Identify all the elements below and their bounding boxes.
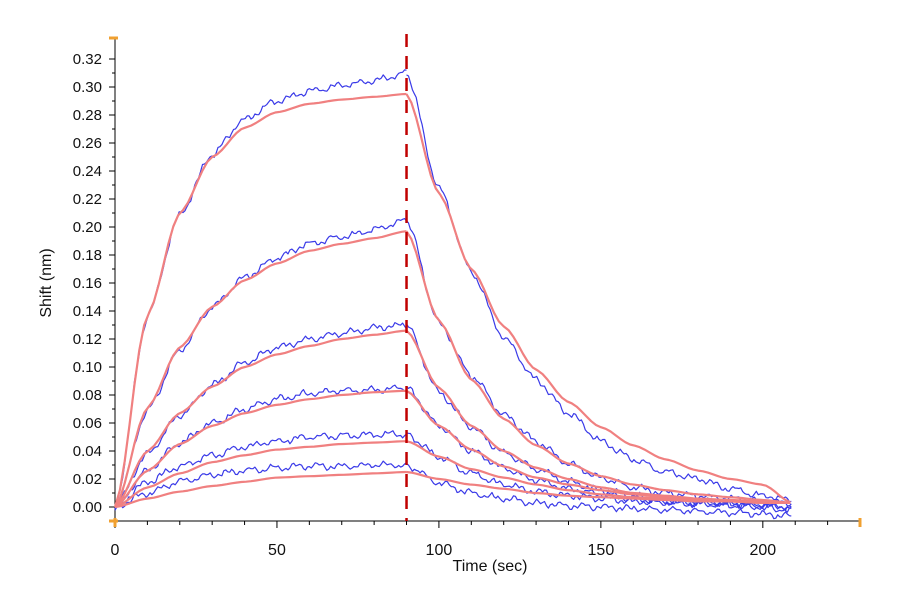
fit-curve	[113, 92, 791, 508]
x-tick-label: 0	[111, 542, 120, 559]
fit-curve	[114, 329, 791, 508]
y-tick-label: 0.20	[73, 219, 102, 236]
measured-dissociation-line	[406, 220, 792, 507]
fit-dissociation-line	[406, 470, 791, 504]
x-tick-label: 200	[749, 542, 776, 559]
x-axis-title: Time (sec)	[453, 558, 528, 575]
y-tick-label: 0.14	[73, 303, 102, 320]
fit-association-line	[114, 440, 407, 509]
fit-association-line	[114, 329, 407, 508]
y-tick-label: 0.16	[73, 275, 102, 292]
fit-association-line	[113, 92, 407, 508]
x-ticks: 0 50 100 150 200	[111, 521, 861, 559]
y-tick-label: 0.04	[73, 443, 102, 460]
fit-association-line	[114, 230, 407, 508]
y-tick-label: 0.26	[73, 135, 102, 152]
measured-curve	[114, 322, 792, 513]
measured-dissociation-line	[406, 386, 792, 511]
y-axis-title: Shift (nm)	[38, 248, 55, 317]
y-tick-label: 0.08	[73, 387, 102, 404]
x-tick-label: 50	[268, 542, 286, 559]
x-tick-label: 150	[588, 542, 615, 559]
fit-curve	[114, 470, 791, 509]
y-tick-label: 0.00	[73, 499, 102, 516]
y-tick-label: 0.24	[73, 163, 102, 180]
y-tick-label: 0.18	[73, 247, 102, 264]
fit-dissociation-line	[405, 230, 791, 504]
y-tick-label: 0.28	[73, 107, 102, 124]
y-tick-label: 0.22	[73, 191, 102, 208]
measured-association-line	[114, 322, 408, 510]
measured-association-line	[114, 460, 407, 509]
x-tick-label: 100	[426, 542, 453, 559]
y-ticks: 0.00 0.02 0.04 0.06 0.08 0.10 0.12 0.14 0.16 0.18…	[73, 51, 115, 516]
y-tick-label: 0.30	[73, 79, 102, 96]
fit-curve	[114, 230, 791, 508]
fit-dissociation-line	[405, 329, 791, 504]
fit-association-line	[114, 389, 407, 508]
measured-association-line	[114, 430, 407, 507]
measured-curve	[114, 460, 792, 520]
y-tick-label: 0.06	[73, 415, 102, 432]
fit-dissociation-line	[405, 93, 791, 504]
measured-curve	[114, 218, 792, 511]
y-tick-label: 0.32	[73, 51, 102, 68]
y-tick-label: 0.10	[73, 359, 102, 376]
measured-dissociation-line	[406, 463, 792, 520]
measured-dissociation-line	[406, 74, 792, 503]
axes	[114, 38, 860, 522]
measured-curve	[114, 69, 792, 509]
series-layer	[113, 69, 792, 520]
y-tick-label: 0.12	[73, 331, 102, 348]
axis-caps	[109, 36, 862, 527]
measured-association-line	[114, 218, 407, 511]
y-tick-label: 0.02	[73, 471, 102, 488]
fit-association-line	[114, 470, 407, 509]
fit-curve	[114, 389, 791, 508]
